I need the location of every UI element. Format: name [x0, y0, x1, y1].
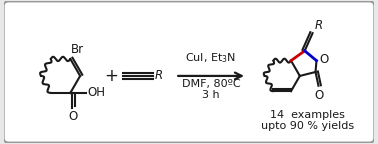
- Text: R: R: [314, 19, 323, 32]
- Text: 14  examples: 14 examples: [270, 110, 345, 120]
- Text: Br: Br: [71, 43, 84, 56]
- Text: upto 90 % yields: upto 90 % yields: [261, 121, 354, 131]
- Text: O: O: [315, 89, 324, 102]
- Text: CuI, Et$_3$N: CuI, Et$_3$N: [186, 51, 237, 65]
- Text: O: O: [69, 110, 78, 123]
- Text: 3 h: 3 h: [202, 90, 220, 100]
- Text: +: +: [105, 67, 118, 85]
- Text: OH: OH: [87, 86, 105, 99]
- Text: DMF, 80ºC: DMF, 80ºC: [182, 79, 240, 89]
- Text: O: O: [319, 53, 329, 66]
- FancyBboxPatch shape: [4, 1, 374, 143]
- Text: R: R: [155, 69, 163, 82]
